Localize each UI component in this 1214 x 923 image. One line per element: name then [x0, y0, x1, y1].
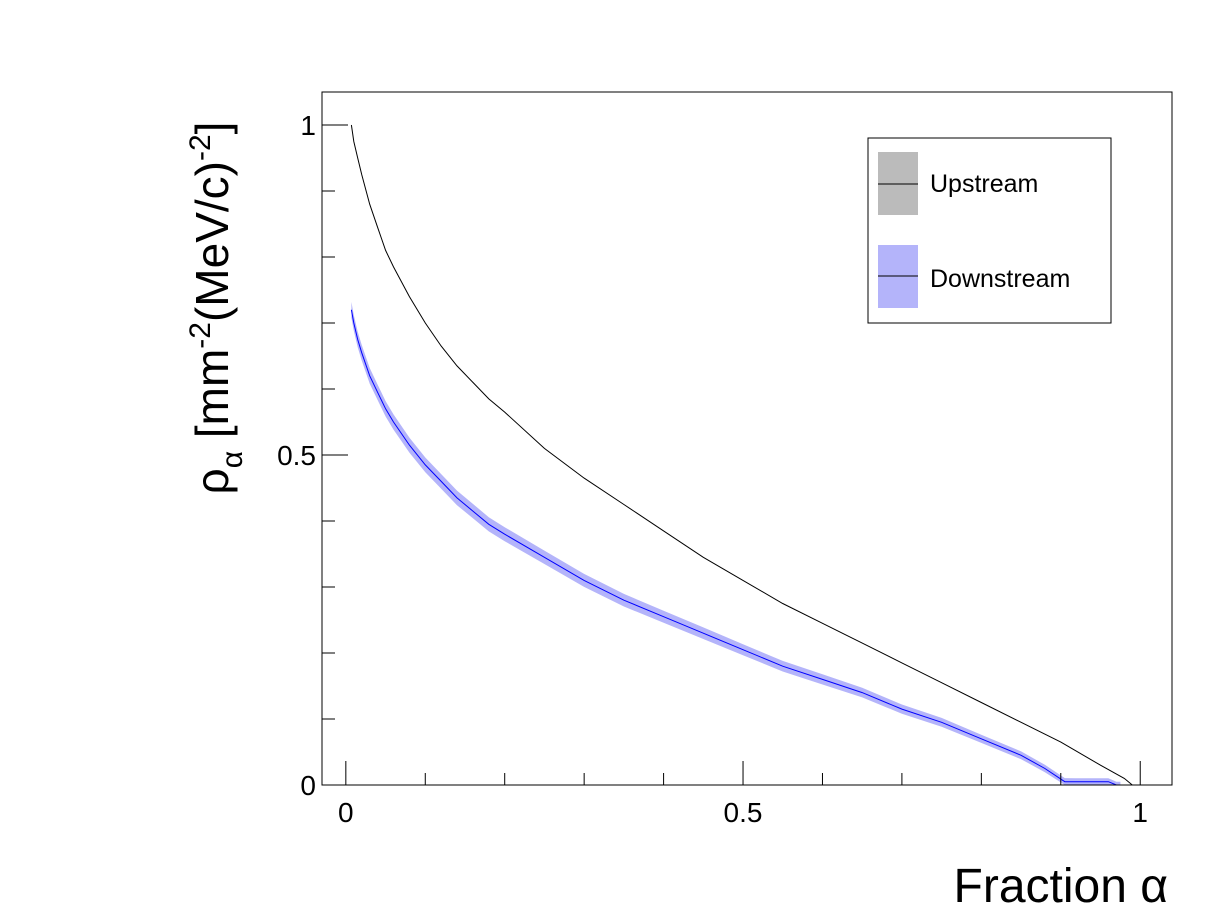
y-axis-title-exp1: -2	[184, 322, 217, 349]
legend-label-downstream: Downstream	[930, 265, 1070, 293]
y-axis-title-exp2: -2	[184, 134, 217, 161]
error-bands	[351, 301, 1121, 785]
x-axis: 0 0.5 1	[338, 761, 1148, 828]
y-axis-title-unit-close: ]	[186, 122, 238, 135]
y-axis-title-unit-open: [mm	[186, 349, 238, 451]
y-axis-title-sub: α	[216, 451, 249, 468]
legend-label-upstream: Upstream	[930, 170, 1038, 198]
legend: Upstream Downstream	[867, 137, 1112, 324]
y-tick-label: 0	[300, 770, 316, 801]
band-downstream	[351, 301, 1121, 785]
y-tick-label: 1	[300, 110, 316, 141]
y-axis-title-unit-mid: (MeV/c)	[186, 161, 238, 322]
y-tick-label: 0.5	[277, 440, 316, 471]
x-axis-title: Fraction α	[954, 860, 1168, 913]
x-tick-label: 1	[1132, 797, 1148, 828]
y-axis-title-main: ρ	[186, 468, 238, 494]
x-tick-label: 0	[338, 797, 354, 828]
y-axis: 00.51	[277, 110, 348, 801]
line-upstream	[350, 124, 1133, 786]
plot-frame	[321, 91, 1173, 786]
y-axis-title: ρα [mm-2(MeV/c)-2]	[184, 122, 249, 495]
x-tick-label: 0.5	[724, 797, 763, 828]
line-downstream	[350, 309, 1121, 786]
series-lines	[350, 124, 1133, 786]
